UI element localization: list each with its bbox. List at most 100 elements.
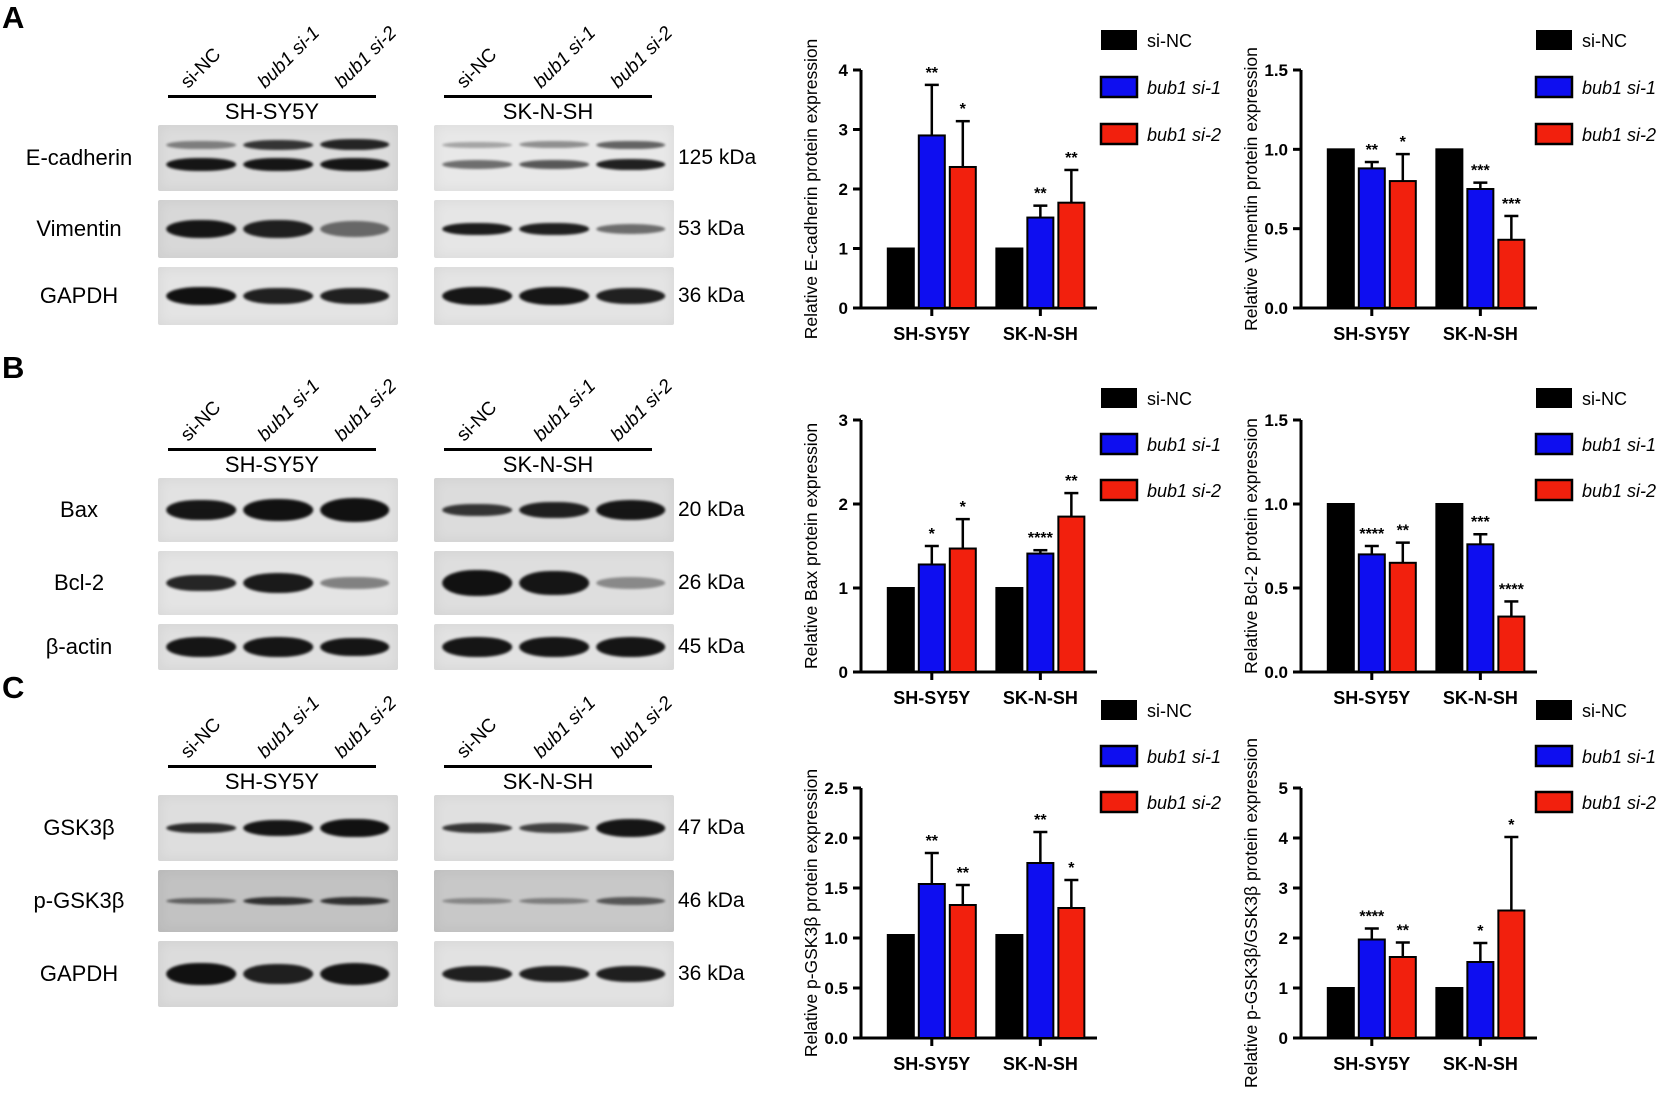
- blot-strip: [434, 551, 674, 615]
- protein-band: [243, 897, 313, 905]
- y-tick-label: 2: [839, 495, 848, 514]
- blot-strips-SH-SY5Y: [158, 795, 398, 1007]
- lane-label-bub1 si-1: bub1 si-1: [529, 692, 600, 763]
- legend-label: bub1 si-1: [1147, 747, 1221, 767]
- y-tick-label: 0.0: [1264, 663, 1288, 682]
- x-category-label: SH-SY5Y: [893, 1054, 970, 1074]
- protein-band: [519, 637, 589, 657]
- y-tick-label: 0.5: [1264, 579, 1288, 598]
- legend-label: bub1 si-2: [1582, 481, 1656, 501]
- protein-band: [320, 287, 390, 305]
- blot-strip: [158, 125, 398, 191]
- significance-stars: ***: [1471, 514, 1490, 531]
- protein-band: [442, 222, 512, 236]
- protein-band: [442, 823, 512, 833]
- protein-labels-column: GSK3β p-GSK3β GAPDH: [0, 795, 158, 1007]
- protein-label-β-actin: β-actin: [45, 634, 113, 659]
- panel-C-chart-1: 0 1 2 3 4 5 Relative p-GSK3β/GSK3β protein exp…: [1235, 670, 1670, 1103]
- blot-header-SK-N-SH: si-NC bub1 si-1 bub1 si-2 SK-N-SH: [434, 350, 677, 478]
- blot-strip: [158, 795, 398, 861]
- bar-si-NC-SH-SY5Y: [886, 587, 915, 673]
- blot-header-SH-SY5Y: si-NC bub1 si-1 bub1 si-2 SH-SY5Y: [158, 0, 401, 125]
- bar-bub1 si-2-SH-SY5Y: [948, 904, 977, 1039]
- y-axis-title: Relative p-GSK3β/GSK3β protein expressio…: [1241, 738, 1261, 1088]
- legend-swatch-bub1 si-1: [1534, 75, 1574, 99]
- kda-label-45: 45 kDa: [678, 635, 745, 658]
- y-axis-title: Relative Vimentin protein expression: [1241, 47, 1261, 331]
- bar-si-NC-SK-N-SH: [1435, 148, 1464, 309]
- bar-si-NC-SK-N-SH: [995, 934, 1024, 1039]
- x-category-label: SK-N-SH: [1003, 688, 1078, 708]
- protein-band: [243, 139, 313, 150]
- protein-band: [596, 500, 666, 520]
- protein-band: [320, 158, 390, 172]
- blot-strip: [434, 478, 674, 542]
- protein-band: [320, 818, 390, 838]
- legend-label: bub1 si-2: [1147, 793, 1221, 813]
- significance-stars: *: [1508, 817, 1515, 834]
- protein-band: [166, 962, 236, 986]
- y-axis-title: Relative p-GSK3β protein expression: [801, 769, 821, 1057]
- blot-header-SK-N-SH: si-NC bub1 si-1 bub1 si-2 SK-N-SH: [434, 0, 677, 125]
- blot-header-underline: [168, 448, 376, 451]
- legend-swatch-bub1 si-2: [1099, 122, 1139, 146]
- significance-stars: **: [926, 833, 939, 850]
- blot-strip: [434, 870, 674, 932]
- lane-label-si-NC: si-NC: [176, 714, 226, 763]
- significance-stars: **: [1065, 150, 1078, 167]
- x-category-label: SH-SY5Y: [893, 324, 970, 344]
- protein-band: [166, 499, 236, 521]
- protein-band: [166, 897, 236, 905]
- protein-band: [442, 503, 512, 517]
- lane-label-si-NC: si-NC: [452, 714, 502, 763]
- bar-si-NC-SK-N-SH: [1435, 503, 1464, 673]
- bar-bub1 si-2-SH-SY5Y: [948, 547, 977, 674]
- protein-band: [519, 501, 589, 519]
- legend-label: bub1 si-1: [1582, 747, 1656, 767]
- protein-band: [596, 158, 666, 171]
- blot-strip: [434, 941, 674, 1007]
- blot-strip: [158, 200, 398, 258]
- kda-label-26: 26 kDa: [678, 571, 745, 594]
- protein-band: [243, 964, 313, 984]
- cell-line-name-SK-N-SH: SK-N-SH: [502, 452, 594, 477]
- bar-bub1 si-2-SK-N-SH: [1057, 201, 1086, 309]
- legend-label: bub1 si-2: [1582, 793, 1656, 813]
- blot-strip: [434, 795, 674, 861]
- y-tick-label: 1: [1279, 979, 1288, 998]
- x-category-label: SH-SY5Y: [893, 688, 970, 708]
- protein-band: [596, 897, 666, 905]
- significance-stars: **: [1065, 473, 1078, 490]
- protein-band: [320, 139, 390, 151]
- lane-label-bub1 si-2: bub1 si-2: [606, 375, 677, 446]
- y-tick-label: 4: [1279, 829, 1289, 848]
- panel-A-chart-1: 0.0 0.5 1.0 1.5 Relative Vimentin protein ex…: [1235, 0, 1670, 350]
- bar-bub1 si-1-SK-N-SH: [1026, 862, 1055, 1039]
- blot-header-underline: [444, 448, 652, 451]
- x-category-label: SH-SY5Y: [1333, 324, 1410, 344]
- protein-band: [166, 574, 236, 592]
- legend-swatch-si-NC: [1101, 388, 1137, 408]
- significance-stars: **: [1034, 186, 1047, 203]
- y-axis-title: Relative Bcl-2 protein expression: [1241, 418, 1261, 674]
- blot-header-SH-SY5Y: si-NC bub1 si-1 bub1 si-2 SH-SY5Y: [158, 350, 401, 478]
- legend-label: si-NC: [1147, 389, 1192, 409]
- legend-swatch-si-NC: [1536, 388, 1572, 408]
- kda-labels-column: 125 kDa 53 kDa 36 kDa: [678, 125, 800, 325]
- protein-label-Vimentin: Vimentin: [36, 216, 122, 241]
- protein-band: [320, 963, 390, 985]
- protein-label-p-GSK3β: p-GSK3β: [33, 888, 125, 913]
- significance-stars: **: [957, 865, 970, 882]
- blot-strips-SK-N-SH: [434, 125, 674, 325]
- blot-strips-SK-N-SH: [434, 795, 674, 1007]
- protein-labels-column: E-cadherin Vimentin GAPDH: [0, 125, 158, 325]
- legend-swatch-bub1 si-2: [1099, 790, 1139, 814]
- y-tick-label: 3: [839, 411, 848, 430]
- blot-strip: [434, 267, 674, 325]
- legend-label: bub1 si-1: [1147, 78, 1221, 98]
- protein-band: [320, 897, 390, 905]
- lane-label-bub1 si-1: bub1 si-1: [253, 692, 324, 763]
- significance-stars: ***: [1471, 163, 1490, 180]
- bar-bub1 si-1-SH-SY5Y: [1357, 167, 1386, 309]
